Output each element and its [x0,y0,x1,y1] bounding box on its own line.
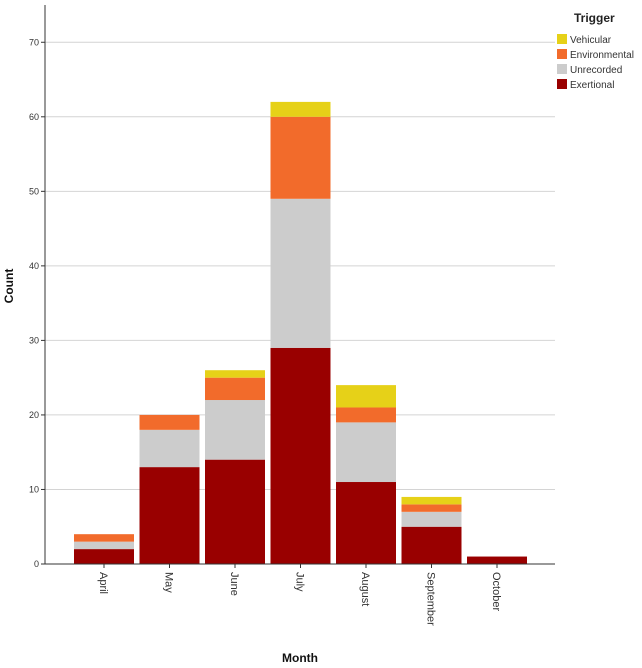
bar-segment-exertional-october [467,556,527,564]
bar-segment-vehicular-july [270,101,331,117]
y-tick-label: 30 [29,335,39,345]
bar-segment-exertional-june [205,459,265,564]
bar-segment-unrecorded-september [401,511,462,527]
x-tick-label-september: September [425,572,437,626]
y-axis-title: Count [2,269,16,304]
x-tick-label-may: May [163,572,175,593]
bar-segment-unrecorded-august [336,422,396,483]
bar-segment-unrecorded-may [139,429,200,468]
bar-segment-environmental-july [270,116,331,199]
x-axis-ticks: April May June July August September October [97,564,502,626]
x-tick-label-june: June [228,572,240,596]
x-tick-label-july: July [294,572,306,592]
legend-label-vehicular: Vehicular [570,35,612,46]
bar-segment-environmental-april [74,534,134,542]
x-tick-label-april: April [97,572,109,594]
bar-segment-environmental-may [139,414,200,430]
bar-segment-vehicular-september [401,496,462,505]
y-axis-ticks: 0 10 20 30 40 50 60 70 [29,37,45,569]
y-tick-label: 20 [29,410,39,420]
bar-segment-exertional-august [336,482,396,564]
y-tick-label: 40 [29,261,39,271]
legend-swatch-unrecorded [557,64,567,74]
bar-segment-unrecorded-april [74,541,134,550]
legend-title: Trigger [574,11,615,25]
legend-swatch-vehicular [557,34,567,44]
y-tick-label: 60 [29,112,39,122]
bar-segment-environmental-june [205,377,265,401]
x-axis-title: Month [282,651,318,665]
bar-segment-vehicular-august [336,385,396,408]
legend-label-environmental: Environmental [570,50,634,61]
bar-segment-unrecorded-july [270,198,331,348]
legend-swatch-environmental [557,49,567,59]
bar-segment-exertional-may [139,467,200,564]
bar-segment-vehicular-june [205,370,265,378]
legend-label-exertional: Exertional [570,80,614,91]
y-tick-label: 0 [34,559,39,569]
y-tick-label: 10 [29,484,39,494]
legend-swatch-exertional [557,79,567,89]
bars [74,101,527,564]
x-tick-label-august: August [359,572,371,606]
bar-segment-exertional-april [74,549,134,564]
legend: Trigger Vehicular Environmental Unrecorded… [557,11,634,91]
legend-label-unrecorded: Unrecorded [570,65,622,76]
bar-segment-exertional-september [401,526,462,564]
x-tick-label-october: October [490,572,502,611]
bar-segment-exertional-july [270,347,331,564]
bar-segment-environmental-september [401,504,462,512]
bar-segment-unrecorded-june [205,400,265,460]
y-tick-label: 50 [29,186,39,196]
bar-segment-environmental-august [336,407,396,423]
y-tick-label: 70 [29,37,39,47]
